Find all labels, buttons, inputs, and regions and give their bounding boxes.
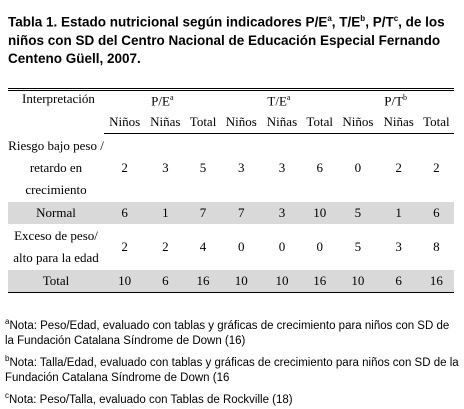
- group-header: T/Ea: [221, 90, 338, 112]
- cell: 16: [302, 269, 338, 292]
- cell: 10: [302, 201, 338, 224]
- cell: 10: [220, 269, 262, 292]
- note-text: Nota: Talla/Edad, evaluado con tablas y …: [5, 356, 459, 384]
- group-sup: b: [403, 92, 408, 102]
- cell: 2: [121, 238, 128, 254]
- cell: 5: [199, 159, 207, 175]
- header-cell: Interpretación: [22, 91, 95, 106]
- table-row: Riesgo bajo peso / retardo en crecimient…: [8, 134, 454, 202]
- subheader-cell: Niñas: [378, 111, 419, 134]
- subheader-cell: Niñas: [145, 111, 186, 134]
- group-label: P/T: [384, 93, 404, 109]
- cell: 10: [104, 269, 146, 292]
- note-text: Nota: Peso/Edad, evaluado con tablas y g…: [5, 319, 450, 347]
- cell: 6: [378, 269, 419, 292]
- cell: 5: [337, 201, 379, 224]
- title-text: Tabla 1. Estado nutricional según indica…: [8, 14, 328, 30]
- cell: 2: [433, 159, 440, 175]
- cell: 3: [395, 238, 402, 254]
- note: bNota: Talla/Edad, evaluado con tablas y…: [5, 351, 461, 386]
- cell: 3: [261, 201, 303, 224]
- group-label: T/E: [267, 93, 287, 109]
- cell: 0: [278, 238, 286, 254]
- cell: 2: [395, 159, 402, 175]
- note: cNota: Peso/Talla, evaluado con Tablas d…: [5, 388, 461, 408]
- group-header: P/Ea: [104, 90, 221, 112]
- note-mark: c: [5, 390, 9, 400]
- row-label: Riesgo bajo peso / retardo en crecimient…: [8, 137, 104, 197]
- cell: 16: [185, 269, 221, 292]
- table-row: Exceso de peso/ alto para la edad 2 2 4 0 0 0 5…: [8, 224, 454, 270]
- cell: 7: [185, 201, 221, 224]
- subheader-cell: Total: [418, 111, 454, 134]
- subheader-cell: Niños: [220, 111, 262, 134]
- cell: 3: [278, 159, 286, 175]
- row-label: Total: [8, 269, 104, 292]
- note-text: Nota: Peso/Talla, evaluado con Tablas de…: [9, 393, 293, 406]
- notes: aNota: Peso/Edad, evaluado con tablas y …: [5, 314, 461, 409]
- table: Interpretación P/Ea T/Ea P/Tb Niños Niñas…: [8, 88, 454, 293]
- cell: 2: [121, 159, 128, 175]
- note-mark: a: [5, 317, 10, 326]
- title-text: , de los niños con SD del Centro Naciona…: [8, 14, 445, 66]
- cell: 16: [418, 269, 454, 292]
- cell: 6: [104, 201, 146, 224]
- cell: 6: [418, 201, 454, 224]
- note: aNota: Peso/Edad, evaluado con tablas y …: [5, 314, 461, 349]
- group-sup: a: [169, 92, 174, 102]
- subheader-cell: Total: [302, 111, 338, 134]
- table-body: Riesgo bajo peso / retardo en crecimient…: [8, 134, 454, 292]
- cell: 1: [145, 201, 186, 224]
- row-label: Normal: [8, 201, 104, 224]
- group-header: P/Tb: [337, 90, 454, 112]
- subheader-cell: Niños: [104, 111, 146, 134]
- header-row: Interpretación P/Ea T/Ea P/Tb: [8, 90, 454, 112]
- subheader-cell: Total: [185, 111, 221, 134]
- title-text: , P/T: [365, 14, 394, 30]
- cell: 0: [316, 238, 323, 254]
- cell: 10: [261, 269, 303, 292]
- table-row: Normal 6 1 7 7 3 10 5 1 6: [8, 201, 454, 224]
- cell: 3: [237, 159, 245, 175]
- title-sup: a: [327, 14, 332, 23]
- cell: 7: [220, 201, 262, 224]
- cell: 6: [145, 269, 186, 292]
- cell: 0: [237, 238, 245, 254]
- cell: 6: [316, 159, 323, 175]
- title-sup: c: [393, 14, 399, 23]
- cell: 5: [354, 238, 362, 254]
- subheader-cell: Niños: [337, 111, 379, 134]
- cell: 2: [162, 238, 169, 254]
- cell: 0: [354, 159, 362, 175]
- title: Tabla 1. Estado nutricional según indica…: [8, 10, 458, 68]
- subheader-cell: Niñas: [261, 111, 303, 134]
- title-text: , T/E: [331, 14, 361, 30]
- title-sup: b: [360, 14, 366, 23]
- note-mark: b: [5, 353, 10, 363]
- table-row: Total 10 6 16 10 10 16 10 6 16: [8, 269, 454, 292]
- cell: 3: [162, 159, 169, 175]
- cell: 8: [433, 238, 440, 254]
- cell: 10: [337, 269, 379, 292]
- group-label: P/E: [151, 93, 170, 109]
- cell: 4: [199, 238, 207, 254]
- group-sup: a: [286, 92, 291, 102]
- subheader-row: Niños Niñas Total Niños Niñas Total Niños Niñas…: [8, 111, 454, 134]
- row-label: Exceso de peso/ alto para la edad: [13, 227, 99, 265]
- cell: 1: [378, 201, 419, 224]
